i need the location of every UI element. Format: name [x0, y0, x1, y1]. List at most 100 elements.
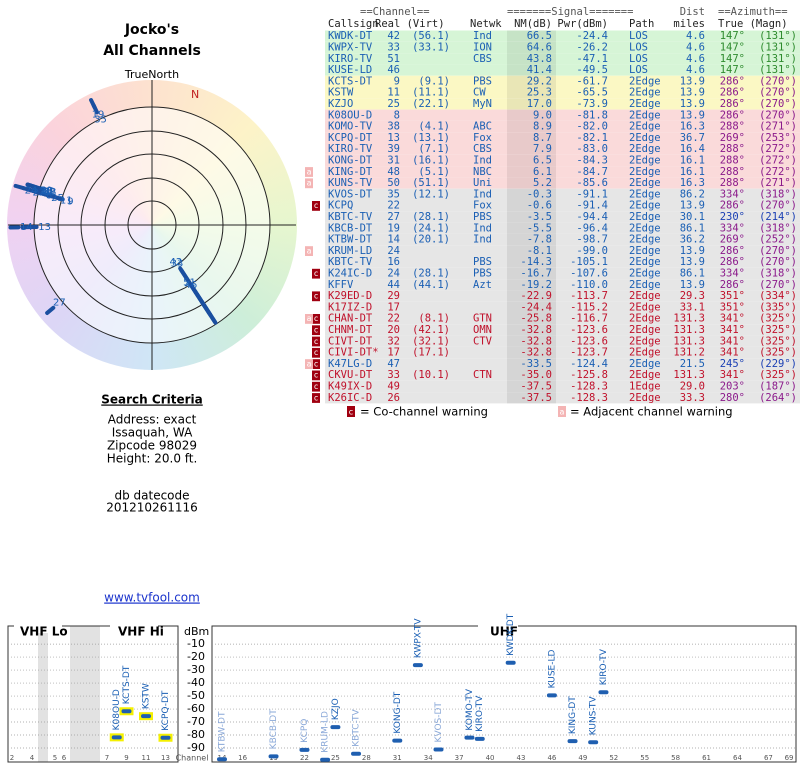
station-bar	[433, 747, 444, 752]
y-axis-label: dBm	[184, 625, 209, 638]
row-bg	[325, 120, 800, 133]
station-bar	[546, 693, 557, 698]
cell: 286°	[720, 87, 745, 99]
nm-shade	[507, 392, 556, 404]
nm-shade	[507, 109, 556, 121]
cell: 16	[387, 256, 400, 268]
cell: OMN	[473, 324, 492, 336]
cell: KRUM-LD	[328, 245, 372, 257]
cell: -24.4	[520, 301, 552, 313]
cell: 2Edge	[629, 245, 661, 257]
cell: -7.8	[527, 234, 552, 246]
nm-shade	[507, 98, 556, 110]
cell: KUSE-LD	[328, 64, 372, 76]
row-bg	[325, 324, 800, 336]
cell: -32.8	[520, 335, 552, 347]
cell: (325°)	[759, 347, 797, 359]
cell: ABC	[473, 121, 492, 133]
cell: -37.5	[520, 392, 552, 404]
header-group: ==Azimuth==	[718, 6, 788, 18]
station-label: KOMO-TV	[465, 688, 475, 731]
warn-icon	[312, 325, 320, 336]
cell: 203°	[720, 380, 745, 392]
cell: 16.3	[680, 177, 705, 189]
cell: 38	[387, 121, 400, 133]
cell: 35	[387, 188, 400, 200]
cell: KBTC-TV	[328, 211, 373, 223]
y-tick-label: -10	[187, 637, 205, 650]
nm-shade	[507, 177, 556, 189]
signal-bar	[193, 289, 218, 325]
cell: 131.3	[673, 313, 705, 325]
cell: 2Edge	[629, 301, 661, 313]
cell: (214°)	[759, 211, 797, 223]
polar-label: 27	[53, 298, 66, 309]
header-group: Dist	[680, 6, 705, 18]
cell: 147°	[720, 30, 745, 42]
cell: -26.2	[576, 41, 608, 53]
row-bg	[325, 279, 800, 291]
station-label: KCPQ-DT	[161, 690, 171, 731]
row-bg	[325, 233, 800, 246]
cell: 50	[387, 177, 400, 189]
polar-label: 39	[43, 187, 56, 198]
gap-shade	[70, 626, 100, 762]
north-label: TrueNorth	[124, 68, 179, 81]
cell: Ind	[473, 188, 492, 200]
cell: (335°)	[759, 301, 797, 313]
cell: (318°)	[759, 267, 797, 279]
adj-icon-letter: a	[560, 408, 565, 417]
co-icon	[347, 406, 355, 417]
cell: -128.3	[570, 392, 608, 404]
row-bg	[325, 166, 800, 178]
x-tick-label: 4	[30, 754, 35, 762]
cell: GTN	[473, 313, 492, 325]
polar-label: 19	[92, 109, 105, 120]
cell: 11	[387, 87, 400, 99]
cell: 334°	[720, 188, 745, 200]
cell: CTV	[473, 335, 493, 347]
station-bar	[567, 739, 578, 744]
nm-shade	[507, 313, 556, 325]
cell: 286°	[720, 200, 745, 212]
cell: LOS	[629, 30, 648, 42]
cell: 286°	[720, 245, 745, 257]
cell: 33.3	[680, 392, 705, 404]
warn-icon	[305, 167, 313, 177]
cell: 2Edge	[629, 347, 661, 359]
cell: 13.9	[680, 279, 705, 291]
row-bg	[325, 358, 800, 370]
cell: 13.9	[680, 75, 705, 87]
cell: (11.1)	[412, 87, 450, 99]
y-tick-label: -40	[187, 676, 205, 689]
cell: -24.4	[576, 30, 608, 42]
cell: K49IX-D	[328, 380, 372, 392]
cell: 147°	[720, 41, 745, 53]
site-link[interactable]: www.tvfool.com	[104, 591, 200, 605]
row-bg	[325, 143, 800, 155]
nm-shade	[507, 346, 556, 359]
band-label-bg	[14, 619, 62, 633]
x-tick-label: 34	[424, 754, 433, 762]
header-label: Real (Virt)	[375, 18, 445, 30]
warn-letter: c	[314, 348, 319, 357]
cell: Ind	[473, 234, 492, 246]
cell: LOS	[629, 53, 648, 65]
polar-label: 22	[33, 188, 46, 199]
station-bar	[217, 757, 227, 762]
cell: Azt	[473, 279, 492, 291]
y-tick-label: -90	[187, 741, 205, 754]
cell: -3.5	[527, 211, 552, 223]
cell: -84.3	[576, 154, 608, 166]
x-tick-label: 5	[53, 754, 57, 762]
cell: -32.8	[520, 324, 552, 336]
cell: 16.1	[680, 154, 705, 166]
x-tick-label: 61	[702, 754, 711, 762]
y-tick-label: -30	[187, 663, 205, 676]
x-tick-label: 67	[764, 754, 773, 762]
cell: 280°	[720, 392, 745, 404]
search-line: Address: exact	[108, 413, 197, 427]
station-label: KWDK-DT	[506, 613, 516, 656]
co-legend: = Co-channel warning	[360, 405, 488, 419]
